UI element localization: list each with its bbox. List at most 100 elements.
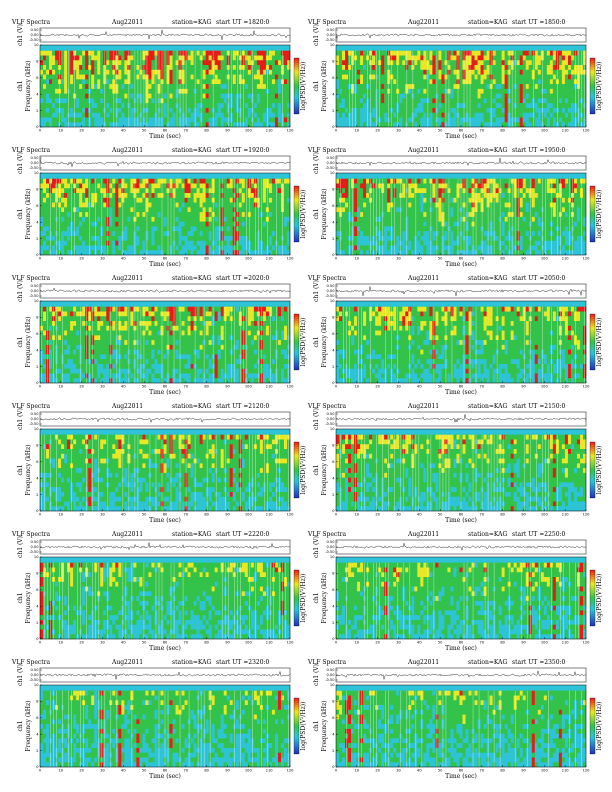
spectrogram-cell <box>109 107 113 113</box>
spectrogram-cell <box>184 197 188 203</box>
spectrogram-cell <box>79 69 83 75</box>
spectrogram-cell <box>130 112 134 118</box>
spectrogram-cell <box>169 88 173 94</box>
spectrogram-cell <box>399 112 403 118</box>
spectrogram-cell <box>112 231 116 237</box>
spectrogram-cell <box>127 231 131 237</box>
spectrogram-cell <box>64 74 68 80</box>
spectrogram-cell <box>372 117 376 123</box>
spectrogram-cell <box>360 65 364 70</box>
spectrogram-cell <box>268 55 273 61</box>
spectrogram-cell <box>61 235 65 241</box>
spectrogram-cell <box>453 245 457 251</box>
spectrogram-cell <box>109 74 113 80</box>
spectrogram-cell <box>336 202 340 208</box>
spectrogram-cell <box>91 65 95 70</box>
spectrogram-cell <box>223 55 227 61</box>
spectrogram-cell <box>268 60 273 66</box>
spectrogram-cell <box>357 60 361 66</box>
spectrogram-cell <box>271 245 276 251</box>
spectrogram-cell <box>283 60 288 66</box>
spectrogram-cell <box>91 50 95 56</box>
spectrogram-cell <box>345 193 349 198</box>
spectrogram-cell <box>79 65 83 70</box>
spectrogram-cell <box>202 122 206 128</box>
spectrogram-cell <box>124 50 128 56</box>
x-tick-label: 30 <box>396 129 401 133</box>
spectrogram-cell <box>537 50 541 56</box>
spectrogram-cell <box>250 188 254 194</box>
spectrogram-cell <box>274 112 279 118</box>
spectrogram-cell <box>342 50 346 56</box>
spectrogram-cell <box>196 226 200 232</box>
panel-title: VLF Spectra <box>308 147 347 154</box>
spectrogram-cell <box>354 226 358 232</box>
spectrogram-cell <box>127 178 131 184</box>
spectrogram-cell <box>360 235 364 241</box>
spectrogram-cell <box>543 69 547 75</box>
spectrogram-cell <box>286 183 291 189</box>
spectrogram-cell <box>148 50 152 56</box>
spectrogram-cell <box>453 197 457 203</box>
spectrogram-cell <box>223 93 227 99</box>
spectrogram-cell <box>226 245 230 251</box>
spectrogram-cell <box>94 55 98 61</box>
spectrogram-cell <box>208 207 212 213</box>
spectrogram-cell <box>354 202 358 208</box>
y-axis-label: Frequency (kHz) <box>25 188 32 239</box>
spectrogram-cell <box>363 202 367 208</box>
spectrogram-cell <box>82 178 86 184</box>
spectrogram-cell <box>85 216 89 222</box>
spectrogram-cell <box>477 93 481 99</box>
spectrogram-cell <box>384 245 388 251</box>
spectrogram-cell <box>127 207 131 213</box>
spectrogram-streak <box>50 178 51 255</box>
spectrogram-cell <box>172 55 176 61</box>
spectrogram-cell <box>163 84 167 90</box>
spectrogram-cell <box>537 65 541 70</box>
spectrogram-cell <box>519 93 523 99</box>
spectrogram-cell <box>420 245 424 251</box>
spectrogram-cell <box>360 107 364 113</box>
spectrogram-cell <box>40 183 44 189</box>
spectrogram-cell <box>552 122 557 128</box>
spectrogram-cell <box>64 221 68 227</box>
spectrogram-cell <box>91 55 95 61</box>
spectrogram-cell <box>345 112 349 118</box>
spectrogram-cell <box>241 240 245 246</box>
spectrogram-cell <box>175 178 179 184</box>
spectrogram-cell <box>190 98 194 104</box>
spectrogram-cell <box>363 207 367 213</box>
spectrogram-cell <box>420 98 424 104</box>
spectrogram-cell <box>342 226 346 232</box>
spectrogram-streak <box>252 50 253 127</box>
spectrogram-cell <box>142 212 146 218</box>
spectrogram-cell <box>175 226 179 232</box>
spectrogram-cell <box>49 98 53 104</box>
spectrogram-cell <box>271 193 276 198</box>
spectrogram-cell <box>43 69 47 75</box>
spectrogram-cell <box>151 216 155 222</box>
spectrogram-cell <box>49 103 53 109</box>
spectrogram-cell <box>342 207 346 213</box>
spectrogram-cell <box>184 178 188 184</box>
spectrogram-cell <box>202 197 206 203</box>
spectrogram-cell <box>118 240 122 246</box>
spectrogram-cell <box>277 93 282 99</box>
spectrogram-streak <box>379 178 380 255</box>
spectrogram-cell <box>399 55 403 61</box>
spectrogram-streak <box>388 50 390 127</box>
spectrogram-cell <box>169 69 173 75</box>
spectrogram-cell <box>106 60 110 66</box>
spectrogram-cell <box>549 93 554 99</box>
spectrogram-cell <box>342 231 346 237</box>
spectrogram-cell <box>70 65 74 70</box>
spectrogram-cell <box>85 112 89 118</box>
spectrogram-streak <box>397 50 399 127</box>
spectrogram-cell <box>283 112 288 118</box>
spectrogram-cell <box>387 235 391 241</box>
spectrogram-cell <box>82 202 86 208</box>
spectrogram-cell <box>61 183 65 189</box>
spectrogram-cell <box>142 178 146 184</box>
spectrogram-cell <box>259 84 264 90</box>
